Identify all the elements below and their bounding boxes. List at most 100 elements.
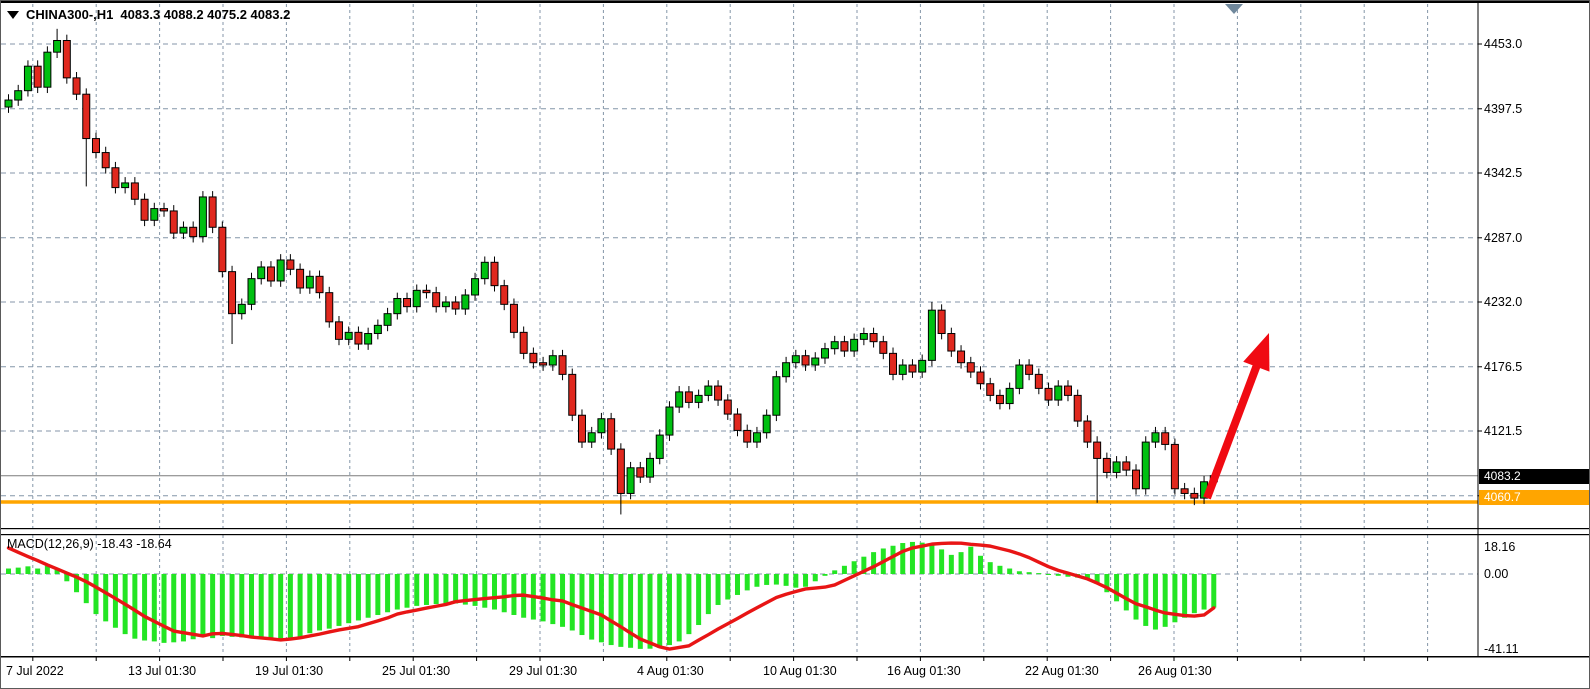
macd-histogram-bar — [793, 574, 799, 588]
price-axis-label: 4342.5 — [1484, 165, 1523, 180]
panel-separator-top[interactable] — [1, 528, 1590, 530]
bull-candle — [237, 303, 246, 315]
bear-candle — [577, 414, 586, 443]
bear-candle — [228, 271, 237, 315]
macd-histogram-bar — [25, 566, 31, 574]
macd-histogram-bar — [666, 574, 672, 646]
macd-histogram-bar — [657, 574, 663, 648]
bull-candle — [412, 289, 421, 308]
macd-histogram-bar — [492, 574, 497, 610]
macd-histogram-bar — [132, 574, 138, 639]
macd-histogram-bar — [705, 574, 711, 615]
bear-candle — [558, 355, 567, 375]
bull-candle — [587, 432, 596, 443]
bear-candle — [801, 355, 810, 366]
macd-histogram-bar — [355, 574, 361, 621]
macd-axis-min: -41.11 — [1484, 642, 1519, 656]
macd-histogram-bar — [754, 574, 760, 587]
bear-candle — [334, 321, 343, 340]
bear-candle — [1083, 420, 1092, 443]
macd-axis-zero: 0.00 — [1484, 567, 1509, 581]
bull-candle — [179, 226, 188, 234]
macd-histogram-bar — [219, 574, 225, 636]
macd-histogram-bar — [171, 574, 177, 643]
macd-histogram-bar — [1143, 574, 1149, 626]
bear-candle — [889, 352, 898, 375]
macd-histogram-bar — [598, 574, 604, 643]
macd-histogram-bar — [443, 574, 449, 604]
bull-candle — [276, 259, 285, 282]
bull-candle — [441, 301, 450, 308]
macd-histogram-bar — [647, 574, 653, 649]
bear-candle — [101, 152, 110, 169]
macd-histogram-bar — [696, 574, 702, 626]
bear-candle — [908, 364, 917, 373]
bull-candle — [1005, 387, 1014, 405]
bear-candle — [976, 371, 985, 385]
bull-candle — [927, 309, 936, 361]
bear-candle — [947, 333, 956, 352]
bear-candle — [500, 285, 509, 305]
macd-histogram-bar — [433, 574, 439, 605]
bear-candle — [684, 391, 693, 403]
panel-separator-bottom[interactable] — [1, 534, 1590, 536]
macd-histogram-bar — [54, 569, 60, 574]
macd-histogram-bar — [453, 574, 459, 604]
bear-candle — [403, 297, 412, 308]
macd-histogram-bar — [404, 574, 410, 608]
bull-candle — [548, 355, 557, 366]
bear-candle — [1180, 488, 1189, 494]
bear-candle — [33, 65, 42, 88]
bull-candle — [1151, 432, 1160, 443]
macd-signal-line — [6, 541, 1216, 651]
bear-candle — [1170, 443, 1179, 490]
bear-candle — [130, 182, 139, 200]
trend-arrow-shaft[interactable] — [1203, 359, 1263, 500]
bear-candle — [91, 138, 100, 154]
macd-histogram-bar — [64, 574, 70, 582]
macd-histogram-bar — [773, 574, 779, 585]
macd-histogram-bar — [287, 574, 293, 640]
bull-candle — [772, 376, 781, 416]
macd-histogram-bar — [676, 574, 682, 642]
bear-candle — [1063, 385, 1072, 396]
bear-candle — [451, 301, 460, 310]
macd-histogram-bar — [589, 574, 595, 640]
macd-histogram-bar — [1084, 574, 1090, 580]
symbol-dropdown-icon[interactable] — [7, 10, 19, 19]
macd-histogram-bar — [74, 574, 80, 593]
bull-candle — [850, 338, 859, 352]
time-axis-label: 26 Aug 01:30 — [1138, 664, 1212, 678]
bull-candle — [859, 333, 868, 340]
bull-candle — [694, 394, 703, 403]
trend-arrow-head[interactable] — [1243, 333, 1270, 372]
macd-histogram-bar — [151, 574, 157, 642]
bear-candle — [286, 259, 295, 270]
macd-histogram-bar — [317, 574, 323, 631]
time-axis-label: 16 Aug 01:30 — [887, 664, 961, 678]
scroll-marker-icon[interactable] — [1225, 4, 1243, 14]
macd-histogram-bar — [1007, 568, 1013, 574]
macd-histogram-bar — [841, 565, 847, 574]
bull-candle — [198, 196, 207, 238]
macd-histogram-bar — [161, 574, 167, 643]
macd-histogram-bar — [44, 565, 50, 574]
bull-candle — [791, 355, 800, 364]
macd-histogram-bar — [210, 574, 216, 639]
bull-candle — [121, 182, 130, 189]
macd-histogram-bar — [1016, 571, 1022, 574]
macd-histogram-bar — [423, 574, 429, 605]
bull-candle — [1015, 364, 1024, 389]
bear-candle — [529, 352, 538, 364]
bear-candle — [218, 226, 227, 273]
macd-histogram-bar — [628, 574, 634, 648]
bear-candle — [169, 210, 178, 234]
price-axis-label: 4232.0 — [1484, 294, 1523, 309]
bull-candle — [655, 434, 664, 459]
bear-candle — [607, 418, 616, 450]
bear-candle — [296, 268, 305, 289]
macd-histogram-bar — [239, 574, 245, 638]
macd-histogram-bar — [900, 543, 906, 574]
macd-histogram-bar — [180, 574, 186, 642]
